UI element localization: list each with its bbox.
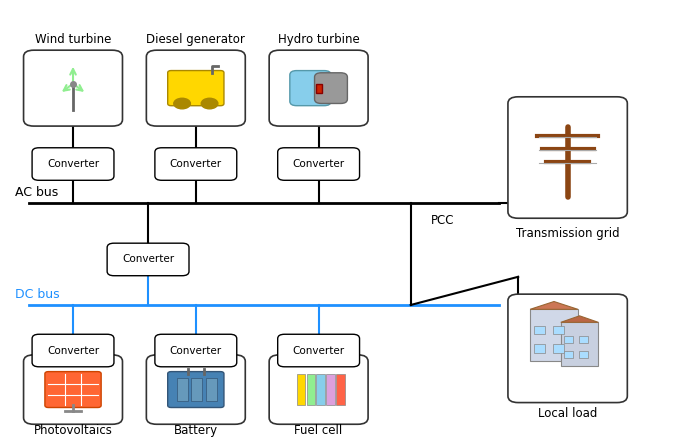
Bar — [564, 336, 573, 343]
FancyBboxPatch shape — [153, 55, 238, 122]
Text: Converter: Converter — [122, 254, 174, 265]
Text: Converter: Converter — [292, 159, 345, 169]
FancyBboxPatch shape — [269, 355, 368, 424]
Bar — [307, 374, 315, 405]
FancyBboxPatch shape — [23, 50, 123, 126]
FancyBboxPatch shape — [30, 359, 116, 420]
Bar — [579, 351, 588, 359]
Bar — [326, 374, 335, 405]
FancyBboxPatch shape — [316, 84, 323, 93]
FancyBboxPatch shape — [290, 71, 331, 106]
Text: Battery: Battery — [174, 424, 218, 437]
FancyBboxPatch shape — [147, 355, 245, 424]
FancyBboxPatch shape — [314, 73, 347, 104]
Bar — [561, 322, 598, 366]
Circle shape — [174, 98, 190, 109]
Bar — [336, 374, 345, 405]
FancyBboxPatch shape — [508, 294, 627, 403]
Bar — [316, 374, 325, 405]
Bar — [564, 351, 573, 359]
FancyBboxPatch shape — [23, 355, 123, 424]
Text: Converter: Converter — [47, 159, 99, 169]
Text: Fuel cell: Fuel cell — [295, 424, 342, 437]
FancyBboxPatch shape — [30, 55, 116, 122]
Bar — [579, 336, 588, 343]
FancyBboxPatch shape — [32, 334, 114, 367]
FancyBboxPatch shape — [45, 372, 101, 407]
FancyBboxPatch shape — [277, 148, 360, 180]
FancyBboxPatch shape — [277, 334, 360, 367]
Text: Converter: Converter — [170, 159, 222, 169]
Circle shape — [201, 98, 218, 109]
Text: Photovoltaics: Photovoltaics — [34, 424, 112, 437]
FancyBboxPatch shape — [155, 334, 237, 367]
Bar — [297, 374, 306, 405]
Polygon shape — [561, 316, 598, 322]
Polygon shape — [530, 302, 578, 309]
Text: DC bus: DC bus — [15, 288, 60, 301]
Bar — [553, 344, 564, 352]
FancyBboxPatch shape — [32, 148, 114, 180]
Text: Converter: Converter — [292, 346, 345, 355]
Bar — [553, 326, 564, 334]
FancyBboxPatch shape — [168, 71, 224, 106]
Text: Wind turbine: Wind turbine — [35, 33, 111, 46]
Bar — [534, 344, 545, 352]
Text: Transmission grid: Transmission grid — [516, 227, 619, 240]
FancyBboxPatch shape — [168, 372, 224, 407]
Text: Converter: Converter — [47, 346, 99, 355]
FancyBboxPatch shape — [508, 97, 627, 218]
FancyBboxPatch shape — [147, 50, 245, 126]
Bar — [530, 309, 578, 361]
Bar — [177, 378, 188, 401]
FancyBboxPatch shape — [107, 243, 189, 276]
FancyBboxPatch shape — [276, 359, 361, 420]
FancyBboxPatch shape — [155, 148, 237, 180]
Bar — [206, 378, 217, 401]
Bar — [191, 378, 202, 401]
FancyBboxPatch shape — [269, 50, 368, 126]
Text: Local load: Local load — [538, 407, 597, 420]
FancyBboxPatch shape — [276, 55, 361, 122]
FancyBboxPatch shape — [153, 359, 238, 420]
Text: Diesel generator: Diesel generator — [147, 33, 245, 46]
Bar — [534, 326, 545, 334]
Text: Converter: Converter — [170, 346, 222, 355]
Text: AC bus: AC bus — [15, 186, 58, 199]
Text: Hydro turbine: Hydro turbine — [277, 33, 360, 46]
Text: PCC: PCC — [431, 214, 455, 227]
